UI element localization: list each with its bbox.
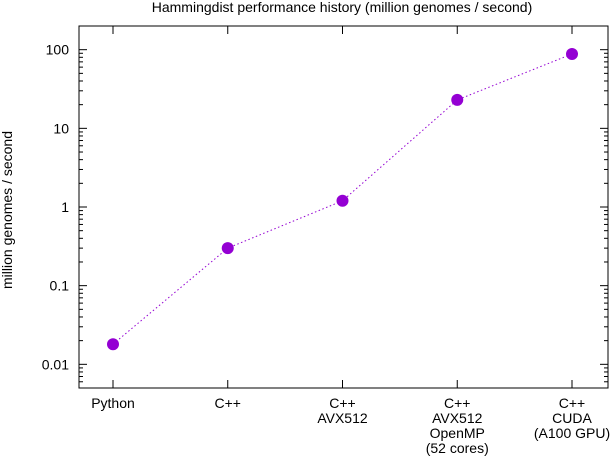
y-tick-label: 1 (61, 199, 69, 215)
data-point (566, 48, 578, 61)
x-tick-label: C++ (215, 395, 241, 411)
x-tick-label: OpenMP (430, 425, 485, 441)
y-axis-label: million genomes / second (0, 131, 15, 289)
x-tick-label: C++ (559, 395, 585, 411)
x-tick-label: AVX512 (432, 410, 483, 426)
x-tick-label: AVX512 (317, 410, 368, 426)
data-point (451, 93, 464, 106)
data-point (107, 338, 119, 351)
x-tick-label: C++ (329, 395, 355, 411)
x-tick-label: C++ (444, 395, 470, 411)
y-tick-label: 10 (53, 120, 69, 136)
x-tick-label: (A100 GPU) (534, 425, 610, 441)
data-point (336, 194, 349, 207)
chart-title: Hammingdist performance history (million… (152, 0, 532, 15)
y-tick-label: 100 (46, 42, 70, 58)
x-tick-label: (52 cores) (426, 440, 489, 456)
series-layer (107, 48, 578, 351)
y-tick-label: 0.1 (50, 278, 70, 294)
data-point (221, 242, 234, 255)
plot-frame (78, 25, 609, 389)
x-tick-label: CUDA (552, 410, 592, 426)
y-axis-ticks: 0.01 0.1 1 10 100 (42, 25, 608, 389)
y-tick-label: 0.01 (42, 356, 69, 372)
x-tick-label: Python (91, 395, 135, 411)
